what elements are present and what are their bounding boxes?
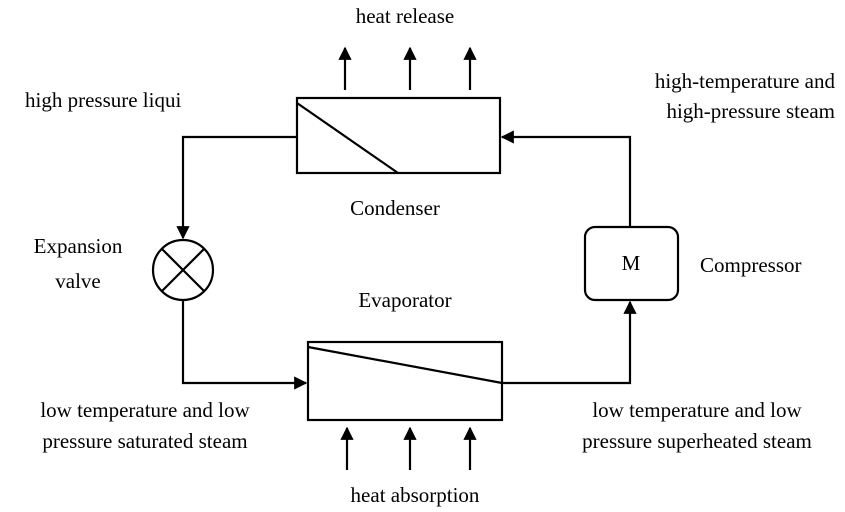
- annotation: high pressure liqui: [25, 88, 181, 112]
- pipe: [181, 300, 308, 390]
- condenser-label: Condenser: [350, 196, 440, 220]
- pipe: [176, 135, 297, 240]
- pipe: [502, 300, 637, 385]
- annotation: high-temperature and: [655, 69, 836, 93]
- valve-cross: [161, 248, 205, 292]
- evaporator-diagonal: [307, 345, 503, 385]
- pipe: [500, 130, 632, 227]
- annotation: pressure superheated steam: [582, 429, 812, 453]
- compressor-label: Compressor: [700, 253, 802, 277]
- evaporator-box: [306, 340, 504, 422]
- annotation: low temperature and low: [40, 398, 250, 422]
- annotation: heat absorption: [351, 483, 480, 507]
- compressor-symbol: M: [622, 251, 641, 275]
- annotation: low temperature and low: [592, 398, 802, 422]
- condenser-diagonal: [296, 102, 399, 174]
- annotation: pressure saturated steam: [42, 429, 247, 453]
- valve-label: valve: [55, 269, 100, 293]
- evaporator-label: Evaporator: [358, 288, 451, 312]
- annotation: high-pressure steam: [666, 99, 835, 123]
- annotation: heat release: [356, 4, 455, 28]
- compressor-box: [583, 225, 680, 302]
- valve-label: Expansion: [34, 234, 123, 258]
- condenser-box: [295, 96, 502, 175]
